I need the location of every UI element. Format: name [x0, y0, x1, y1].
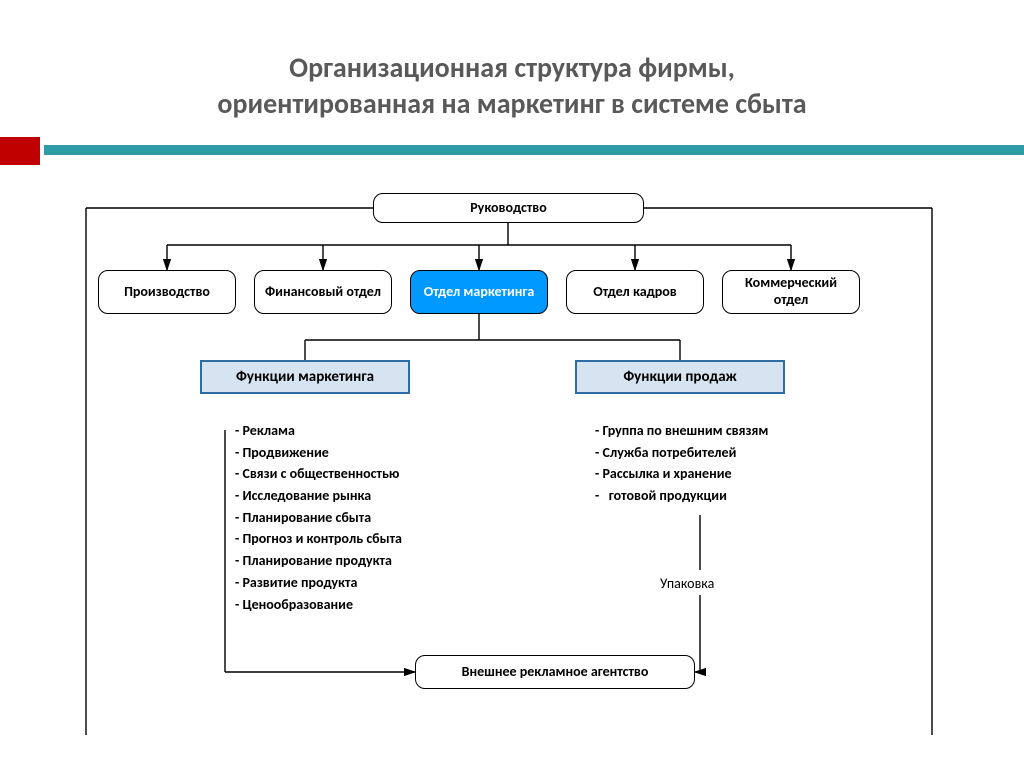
node-finance: Финансовый отдел	[254, 270, 392, 314]
list-item: Исследование рынка	[235, 485, 402, 507]
connector-lines	[70, 175, 950, 735]
list-marketing-functions: РекламаПродвижениеСвязи с общественность…	[235, 420, 402, 615]
node-root: Руководство	[373, 193, 644, 223]
list-item: Рассылка и хранение	[595, 463, 768, 485]
box-marketing-functions: Функции маркетинга	[200, 360, 410, 394]
list-item: Развитие продукта	[235, 572, 402, 594]
list-sales-functions: Группа по внешним связямСлужба потребите…	[595, 420, 768, 507]
title-line-1: Организационная структура фирмы,	[40, 50, 984, 86]
accent-red	[0, 137, 40, 165]
node-hr: Отдел кадров	[566, 270, 704, 314]
node-agency: Внешнее рекламное агентство	[415, 655, 695, 689]
accent-bar	[0, 137, 1024, 149]
list-item: Связи с общественностью	[235, 463, 402, 485]
accent-teal	[44, 145, 1024, 155]
org-chart-diagram: Руководство Производство Финансовый отде…	[70, 175, 950, 735]
node-production: Производство	[98, 270, 236, 314]
title-line-2: ориентированная на маркетинг в системе с…	[40, 86, 984, 122]
list-item: Группа по внешним связям	[595, 420, 768, 442]
list-item: Планирование сбыта	[235, 507, 402, 529]
list-item: готовой продукции	[595, 485, 768, 507]
slide-title: Организационная структура фирмы, ориенти…	[0, 0, 1024, 131]
list-item: Продвижение	[235, 442, 402, 464]
label-packaging: Упаковка	[660, 575, 714, 592]
list-item: Прогноз и контроль сбыта	[235, 528, 402, 550]
node-commercial: Коммерческий отдел	[722, 270, 860, 314]
list-item: Планирование продукта	[235, 550, 402, 572]
list-item: Служба потребителей	[595, 442, 768, 464]
list-item: Ценообразование	[235, 594, 402, 616]
node-marketing-dept: Отдел маркетинга	[410, 270, 548, 314]
list-item: Реклама	[235, 420, 402, 442]
box-sales-functions: Функции продаж	[575, 360, 785, 394]
